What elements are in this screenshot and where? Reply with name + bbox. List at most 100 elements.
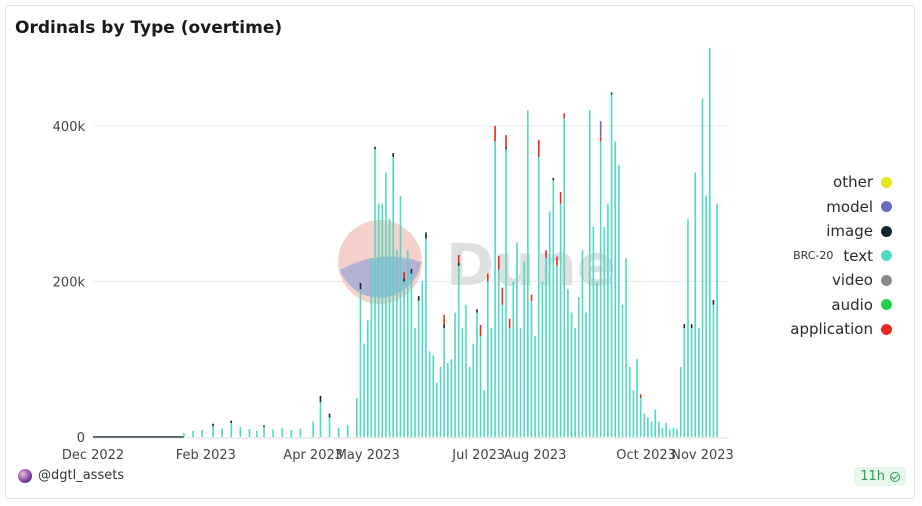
bar-image[interactable] xyxy=(505,146,507,150)
bar-application[interactable] xyxy=(545,250,547,259)
bar-text[interactable] xyxy=(439,366,442,437)
bar-text[interactable] xyxy=(585,312,587,437)
bar-application[interactable] xyxy=(599,136,602,142)
bar-text[interactable] xyxy=(574,328,576,437)
bar-text[interactable] xyxy=(417,300,420,437)
bar-image[interactable] xyxy=(328,413,331,418)
bar-text[interactable] xyxy=(690,328,693,437)
bar-text[interactable] xyxy=(516,242,518,438)
bar-image[interactable] xyxy=(690,324,693,329)
bar-text[interactable] xyxy=(559,203,562,437)
bar-text[interactable] xyxy=(701,98,704,437)
bar-image[interactable] xyxy=(374,146,376,150)
bar-text[interactable] xyxy=(263,426,265,437)
bar-text[interactable] xyxy=(388,219,391,437)
bar-text[interactable] xyxy=(414,328,416,437)
legend-item-video[interactable]: video xyxy=(790,268,892,293)
bar-text[interactable] xyxy=(505,149,507,437)
bar-application[interactable] xyxy=(530,294,533,301)
bar-text[interactable] xyxy=(578,296,580,437)
bar-text[interactable] xyxy=(647,417,649,437)
bar-text[interactable] xyxy=(512,281,515,437)
bar-image[interactable] xyxy=(683,324,686,329)
bar-text[interactable] xyxy=(687,219,689,437)
bar-text[interactable] xyxy=(436,382,438,437)
bar-text[interactable] xyxy=(614,141,616,438)
bar-text[interactable] xyxy=(454,312,456,437)
bar-text[interactable] xyxy=(548,211,551,437)
legend-item-model[interactable]: model xyxy=(790,195,892,220)
bar-text[interactable] xyxy=(406,250,409,437)
bar-text[interactable] xyxy=(221,428,223,437)
bar-text[interactable] xyxy=(465,304,467,437)
bar-model[interactable] xyxy=(599,121,602,137)
bar-text[interactable] xyxy=(599,141,602,438)
bar-text[interactable] xyxy=(705,195,707,437)
bar-text[interactable] xyxy=(541,281,544,437)
bar-text[interactable] xyxy=(356,398,358,437)
legend-item-other[interactable]: other xyxy=(790,170,892,195)
bar-text[interactable] xyxy=(668,429,671,437)
bar-text[interactable] xyxy=(610,94,613,438)
bar-text[interactable] xyxy=(621,304,624,437)
bar-text[interactable] xyxy=(508,328,511,437)
bar-text[interactable] xyxy=(596,281,598,437)
bar-application[interactable] xyxy=(508,318,511,329)
bar-text[interactable] xyxy=(639,398,642,437)
bar-text[interactable] xyxy=(650,421,653,437)
bar-text[interactable] xyxy=(683,328,686,437)
bar-image[interactable] xyxy=(392,153,395,157)
bar-application[interactable] xyxy=(479,324,482,336)
bar-text[interactable] xyxy=(636,359,638,437)
bar-image[interactable] xyxy=(425,232,427,239)
bar-text[interactable] xyxy=(403,281,405,437)
bar-text[interactable] xyxy=(337,427,340,437)
bar-image[interactable] xyxy=(212,423,214,427)
bar-text[interactable] xyxy=(694,172,697,438)
bar-text[interactable] xyxy=(239,426,242,437)
bar-application[interactable] xyxy=(559,191,562,204)
bar-image[interactable] xyxy=(410,268,413,274)
bar-text[interactable] xyxy=(328,417,331,437)
bar-text[interactable] xyxy=(272,429,274,437)
bar-image[interactable] xyxy=(263,425,265,427)
bar-application[interactable] xyxy=(494,125,496,142)
bar-text[interactable] xyxy=(607,203,609,437)
bar-text[interactable] xyxy=(534,335,536,437)
bar-text[interactable] xyxy=(545,258,547,437)
bar-image[interactable] xyxy=(359,282,362,290)
bar-text[interactable] xyxy=(428,351,431,437)
bar-text[interactable] xyxy=(537,156,540,438)
bar-text[interactable] xyxy=(654,409,657,437)
bar-application[interactable] xyxy=(556,256,558,266)
bar-text[interactable] xyxy=(421,281,424,437)
bar-image[interactable] xyxy=(403,278,405,282)
bar-text[interactable] xyxy=(490,328,493,437)
bar-text[interactable] xyxy=(676,429,678,437)
bar-text[interactable] xyxy=(632,390,635,437)
bar-text[interactable] xyxy=(698,328,700,437)
bar-text[interactable] xyxy=(658,421,660,437)
bar-text[interactable] xyxy=(672,427,675,437)
bar-text[interactable] xyxy=(183,433,185,437)
bar-text[interactable] xyxy=(299,428,302,437)
bar-text[interactable] xyxy=(381,203,384,437)
bar-image[interactable] xyxy=(610,92,613,95)
bar-text[interactable] xyxy=(290,430,293,437)
bar-text[interactable] xyxy=(483,390,485,437)
bar-text[interactable] xyxy=(716,203,718,437)
bar-text[interactable] xyxy=(392,156,395,438)
bar-text[interactable] xyxy=(479,335,482,437)
bar-image[interactable] xyxy=(230,420,233,423)
bar-text[interactable] xyxy=(385,172,387,438)
bar-text[interactable] xyxy=(556,265,558,437)
bar-text[interactable] xyxy=(494,141,496,438)
bar-text[interactable] xyxy=(425,238,427,437)
bar-text[interactable] xyxy=(476,312,478,437)
bar-text[interactable] xyxy=(346,425,349,437)
bar-text[interactable] xyxy=(230,423,233,437)
bar-text[interactable] xyxy=(618,164,620,437)
bar-text[interactable] xyxy=(625,258,627,437)
bar-text[interactable] xyxy=(410,273,413,437)
bar-text[interactable] xyxy=(248,429,251,437)
